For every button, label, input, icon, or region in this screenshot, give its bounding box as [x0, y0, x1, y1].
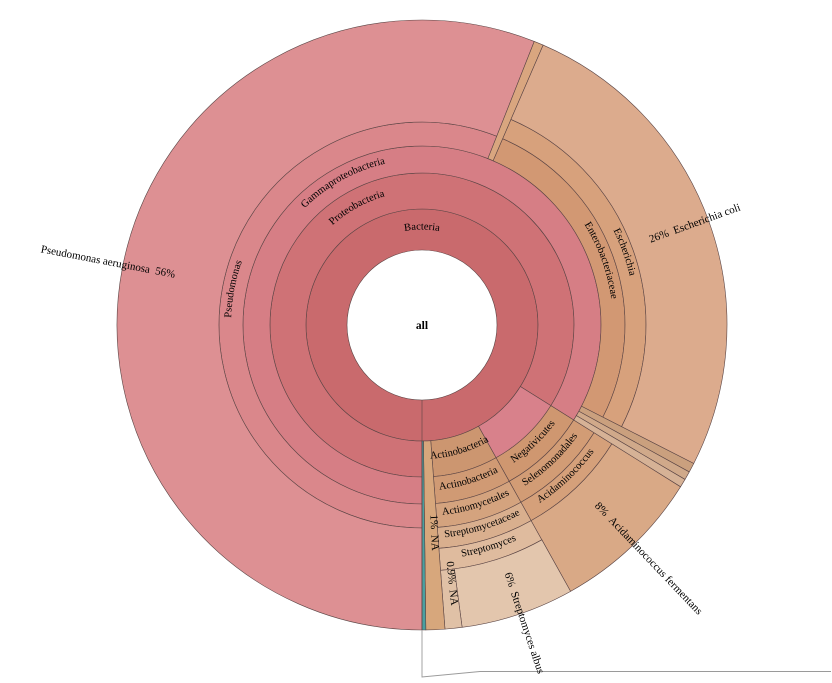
outer-label-na-8: 0.9% NA: [444, 561, 460, 606]
wedge-pseudomonas-aeruginosa-0[interactable]: [116, 19, 535, 631]
wedge-escherichia-coli-2[interactable]: [510, 44, 728, 464]
ring-label-bacteria: Bacteria: [403, 221, 441, 234]
wedge-minor-sliver-1-1[interactable]: [487, 41, 544, 162]
wedge-minor-sliver-4-5[interactable]: [573, 415, 686, 488]
callout-line: [421, 630, 831, 678]
center-label-all[interactable]: all: [416, 320, 428, 332]
outer-label-na-9: 1% NA: [427, 514, 441, 551]
